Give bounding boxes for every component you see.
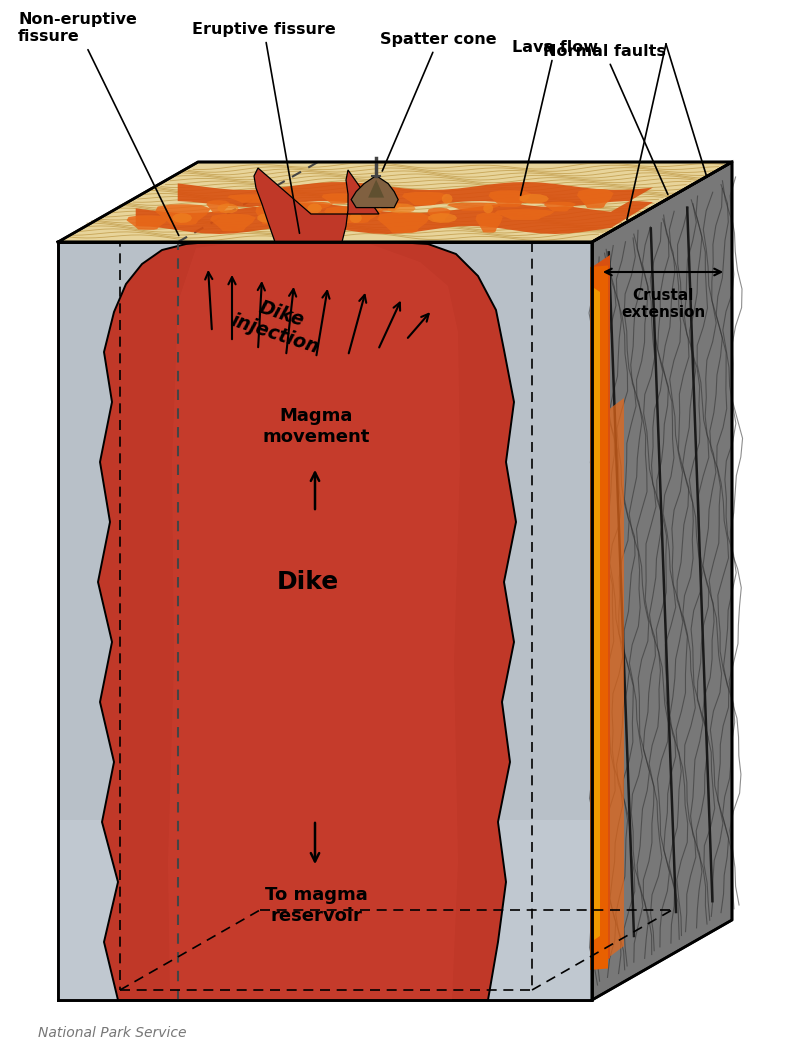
Text: Dike
injection: Dike injection — [228, 290, 328, 358]
Polygon shape — [324, 206, 384, 223]
Text: Non-eruptive
fissure: Non-eruptive fissure — [18, 12, 178, 236]
Polygon shape — [494, 209, 554, 220]
Polygon shape — [489, 190, 531, 207]
Polygon shape — [388, 204, 415, 213]
Polygon shape — [592, 398, 624, 970]
Polygon shape — [483, 204, 494, 213]
Text: Spatter cone: Spatter cone — [380, 32, 497, 171]
Polygon shape — [255, 205, 281, 224]
Text: Dike: Dike — [277, 570, 339, 594]
Polygon shape — [258, 213, 281, 223]
Polygon shape — [592, 162, 732, 1000]
Polygon shape — [206, 201, 230, 213]
Polygon shape — [302, 212, 335, 233]
Polygon shape — [98, 242, 516, 1000]
Polygon shape — [544, 202, 576, 211]
Polygon shape — [168, 242, 460, 1000]
Polygon shape — [350, 213, 362, 223]
Polygon shape — [376, 203, 402, 210]
Polygon shape — [348, 194, 374, 204]
Polygon shape — [577, 189, 614, 208]
Text: Magma
movement: Magma movement — [262, 407, 370, 446]
Polygon shape — [377, 212, 430, 233]
Polygon shape — [155, 204, 210, 225]
Polygon shape — [218, 204, 238, 213]
Polygon shape — [266, 194, 282, 204]
Text: Lava flow: Lava flow — [512, 40, 598, 195]
Polygon shape — [307, 204, 322, 213]
Polygon shape — [254, 168, 379, 242]
Polygon shape — [58, 162, 732, 242]
Polygon shape — [274, 202, 334, 211]
Polygon shape — [126, 216, 169, 229]
Polygon shape — [227, 194, 280, 203]
Polygon shape — [519, 194, 549, 204]
Text: Eruptive fissure: Eruptive fissure — [192, 22, 336, 234]
Text: Crustal
extension: Crustal extension — [621, 288, 705, 321]
Text: To magma
reservoir: To magma reservoir — [265, 886, 367, 925]
Polygon shape — [368, 179, 384, 198]
Text: Normal faults: Normal faults — [543, 44, 668, 194]
Polygon shape — [402, 192, 447, 205]
Polygon shape — [58, 820, 592, 1000]
Polygon shape — [594, 288, 600, 940]
Polygon shape — [322, 193, 356, 204]
Polygon shape — [210, 213, 256, 232]
Polygon shape — [590, 266, 608, 970]
Polygon shape — [475, 212, 503, 233]
Polygon shape — [442, 194, 453, 204]
Polygon shape — [351, 175, 398, 207]
Polygon shape — [136, 182, 653, 234]
Text: National Park Service: National Park Service — [38, 1026, 186, 1040]
Polygon shape — [173, 213, 192, 223]
Polygon shape — [58, 242, 592, 1000]
Polygon shape — [447, 203, 502, 210]
Polygon shape — [592, 255, 610, 970]
Polygon shape — [428, 213, 458, 223]
Polygon shape — [427, 208, 450, 222]
